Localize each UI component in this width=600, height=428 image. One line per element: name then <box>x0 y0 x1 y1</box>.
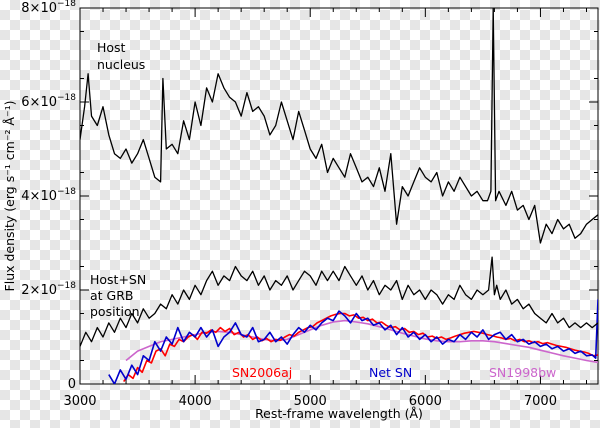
label-sn1998bw: SN1998bw <box>489 365 556 380</box>
x-tick-label: 3000 <box>63 394 96 409</box>
x-tick-label: 7000 <box>524 394 557 409</box>
y-tick-label: 2×10−18 <box>21 281 76 298</box>
y-tick-labels: 0 2×10−18 4×10−18 6×10−18 8×10−18 <box>21 0 76 392</box>
annotation-host-nucleus: Host nucleus <box>97 40 145 72</box>
x-tick-label: 6000 <box>409 394 442 409</box>
plot-frame <box>79 7 599 385</box>
y-tick-label: 0 <box>68 377 76 392</box>
series-host-plus-sn <box>80 256 598 347</box>
annotation-host-nucleus-line-1: Host <box>97 40 126 55</box>
x-axis-title: Rest-frame wavelength (Å) <box>255 406 423 421</box>
annotation-host-sn-line-3: position <box>90 304 140 319</box>
y-tick-label: 6×10−18 <box>21 93 76 110</box>
y-tick-label: 8×10−18 <box>21 0 76 16</box>
annotation-host-nucleus-line-2: nucleus <box>97 57 145 72</box>
series-host-nucleus <box>80 8 598 244</box>
series-layer <box>80 8 598 384</box>
annotation-host-sn: Host+SN at GRB position <box>90 272 146 319</box>
label-net-sn: Net SN <box>369 365 412 380</box>
plot-border <box>79 7 599 385</box>
series-sn2006aj <box>123 312 598 383</box>
x-tick-labels: 3000 4000 5000 6000 7000 <box>63 394 557 409</box>
series-net-sn <box>108 299 598 384</box>
annotation-host-sn-line-2: at GRB <box>90 288 133 303</box>
y-tick-label: 4×10−18 <box>21 187 76 204</box>
x-tick-label: 5000 <box>294 394 327 409</box>
annotation-host-sn-line-1: Host+SN <box>90 272 146 287</box>
label-sn2006aj: SN2006aj <box>232 365 292 380</box>
x-tick-label: 4000 <box>179 394 212 409</box>
y-axis-title: Flux density (erg s⁻¹ cm⁻² Å⁻¹) <box>2 101 17 292</box>
axis-ticks <box>79 7 598 385</box>
